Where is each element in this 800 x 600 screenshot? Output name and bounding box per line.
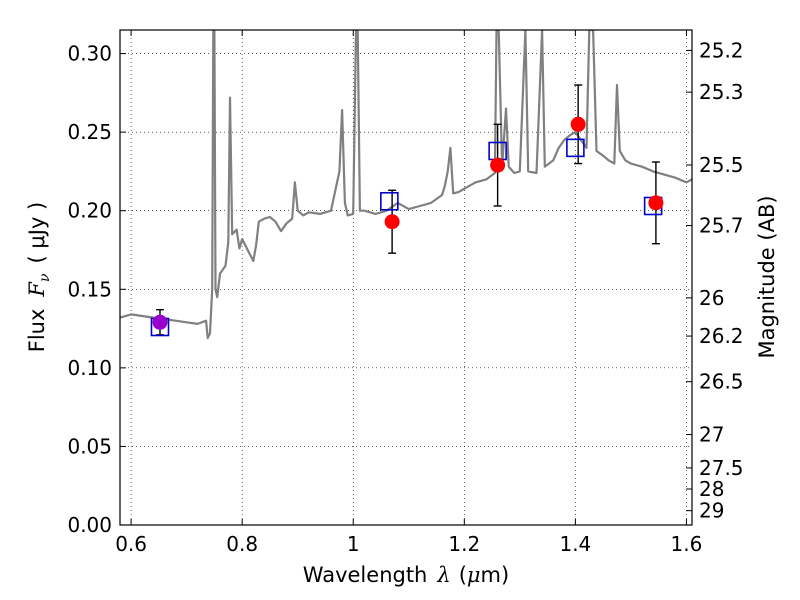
y-axis-label: FluxFν( μJy ): [25, 202, 53, 352]
y-tick-label: 0.05: [67, 434, 112, 458]
x-tick-label: 0.8: [226, 532, 258, 556]
y-tick-label: 0.15: [67, 277, 112, 301]
y-tick-label: 0.25: [67, 120, 112, 144]
model-photometry-square: [566, 138, 585, 158]
magnitude-tick-label: 29: [699, 499, 724, 523]
y-tick-label: 0.10: [67, 356, 112, 380]
magnitude-tick-label: 27.5: [699, 456, 744, 480]
x-tick-label: 1.6: [671, 532, 703, 556]
photometry-markers: [150, 84, 664, 337]
y-tick-label: 0.30: [67, 42, 112, 66]
magnitude-tick-label: 28: [699, 477, 724, 501]
magnitude-tick-label: 25.3: [699, 80, 744, 104]
x-axis-ticks: 0.6 0.8 1 1.2 1.4 1.6: [115, 30, 702, 556]
magnitude-tick-label: 27: [699, 423, 724, 447]
observed-flux-point: [648, 195, 664, 211]
y-tick-label: 0.00: [67, 513, 112, 537]
magnitude-tick-label: 25.5: [699, 153, 744, 177]
model-photometry-square: [380, 191, 399, 211]
magnitude-tick-label: 26: [699, 286, 724, 310]
observed-flux-point: [152, 314, 168, 330]
y-tick-label: 0.20: [67, 199, 112, 223]
x-tick-label: 1.4: [559, 532, 591, 556]
magnitude-tick-label: 25.2: [699, 38, 744, 62]
x-tick-label: 1: [347, 532, 360, 556]
x-tick-label: 1.2: [448, 532, 480, 556]
magnitude-tick-label: 25.7: [699, 214, 744, 238]
plot-frame: [119, 29, 693, 526]
x-tick-label: 0.6: [115, 532, 147, 556]
observed-flux-point: [570, 116, 586, 132]
magnitude-tick-label: 26.2: [699, 324, 744, 348]
x-axis-label: Wavelength λ (μm): [303, 563, 509, 587]
observed-flux-point: [384, 214, 400, 230]
y-axis-ticks: 0.00 0.05 0.10 0.15 0.20 0.25 0.30: [67, 42, 126, 537]
magnitude-tick-label: 26.5: [699, 370, 744, 394]
observed-flux-point: [490, 157, 506, 173]
y-axis-right-label: Magnitude (AB): [755, 195, 779, 358]
